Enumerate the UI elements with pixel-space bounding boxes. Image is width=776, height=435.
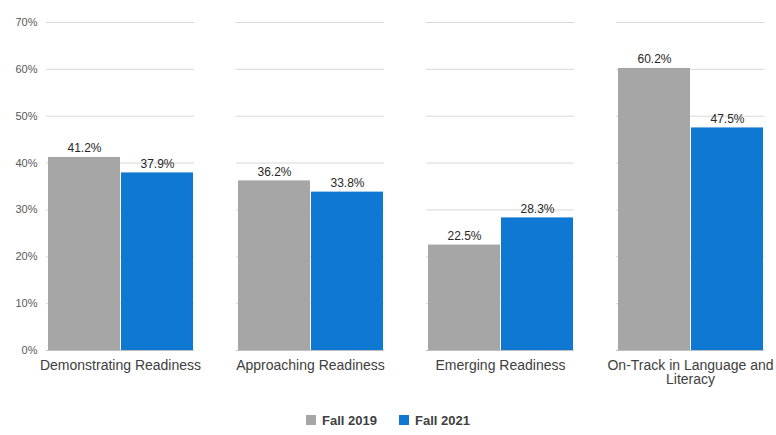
svg-text:22.5%: 22.5% — [447, 229, 481, 243]
svg-text:On-Track in Language andLitera: On-Track in Language andLiteracy — [607, 357, 773, 387]
svg-text:28.3%: 28.3% — [520, 202, 554, 216]
svg-text:Demonstrating Readiness: Demonstrating Readiness — [40, 357, 201, 373]
svg-text:47.5%: 47.5% — [710, 112, 744, 126]
svg-text:41.2%: 41.2% — [67, 141, 101, 155]
svg-text:20%: 20% — [15, 250, 37, 262]
html-text:Fall 2019: Fall 2019 — [322, 412, 377, 428]
svg-text:30%: 30% — [15, 203, 37, 215]
svg-text:70%: 70% — [15, 16, 37, 28]
svg-text:60%: 60% — [15, 63, 37, 75]
svg-text:33.8%: 33.8% — [330, 176, 364, 190]
svg-text:60.2%: 60.2% — [637, 52, 671, 66]
svg-text:0%: 0% — [22, 344, 38, 356]
svg-text:Approaching Readiness: Approaching Readiness — [236, 357, 385, 373]
svg-text:36.2%: 36.2% — [257, 165, 291, 179]
svg-text:10%: 10% — [15, 297, 37, 309]
svg-text:37.9%: 37.9% — [140, 157, 174, 171]
svg-text:40%: 40% — [15, 157, 37, 169]
svg-text:50%: 50% — [15, 110, 37, 122]
svg-text:Emerging Readiness: Emerging Readiness — [436, 357, 566, 373]
html-text:Fall 2021: Fall 2021 — [415, 412, 470, 428]
